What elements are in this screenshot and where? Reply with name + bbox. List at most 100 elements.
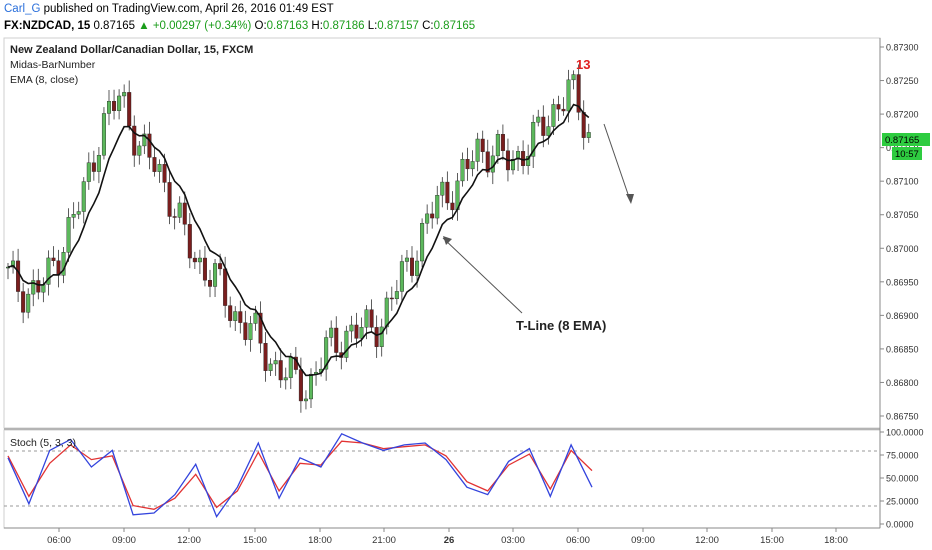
candle-body (283, 377, 288, 381)
candle-body (223, 268, 228, 306)
time-tick-label: 26 (444, 535, 455, 546)
candle-body (177, 202, 182, 218)
candle-body (258, 312, 263, 344)
candle-body (399, 261, 404, 292)
candle-body (213, 263, 218, 287)
stoch-label: Stoch (5, 3, 3) (10, 437, 76, 449)
candle-body (207, 280, 212, 287)
chart-title: New Zealand Dollar/Canadian Dollar, 15, … (10, 44, 253, 56)
countdown-tag (892, 147, 922, 160)
candle-body (16, 260, 21, 292)
time-tick-label: 15:00 (760, 535, 784, 546)
price-tick-label: 0.86800 (886, 378, 919, 388)
candle-body (182, 202, 187, 225)
price-tick-label: 0.87100 (886, 177, 919, 187)
candle-body (420, 223, 425, 262)
candle-body (132, 125, 137, 156)
candle-body (394, 291, 399, 300)
price-tick-label: 0.87300 (886, 43, 919, 53)
candle-body (101, 113, 106, 156)
candle-body (531, 122, 536, 157)
candle-body (187, 224, 192, 259)
time-tick-label: 09:00 (631, 535, 655, 546)
candle-body (26, 293, 31, 313)
candle-body (142, 133, 147, 147)
candle-body (117, 95, 122, 111)
candle-body (480, 138, 485, 152)
symbol-label[interactable]: FX:NZDCAD, 15 (4, 20, 91, 32)
candle-body (516, 151, 521, 160)
candle-body (364, 309, 369, 328)
stoch-tick-label: 100.0000 (886, 428, 924, 438)
last-price-tag-text: 0.87165 (885, 135, 919, 146)
candle-body (278, 360, 283, 381)
candle-body (521, 151, 526, 166)
candle-body (586, 132, 591, 138)
candle-body (96, 155, 101, 172)
candle-body (440, 181, 445, 196)
candle-body (127, 92, 132, 127)
low-value: 0.87157 (377, 20, 419, 32)
time-tick-label: 09:00 (112, 535, 136, 546)
open-label: O: (254, 20, 267, 32)
bar-number-label: 13 (576, 57, 590, 72)
candle-body (460, 159, 465, 182)
candle-body (541, 116, 546, 136)
candle-body (324, 337, 329, 370)
countdown-tag-text: 10:57 (895, 149, 919, 160)
candle-body (21, 291, 26, 313)
time-tick-label: 06:00 (566, 535, 590, 546)
author-link[interactable]: Carl_G (4, 3, 41, 15)
candle-body (36, 280, 41, 293)
projection-arrow-head (626, 194, 634, 204)
candle-body (334, 327, 339, 353)
candle-body (526, 156, 531, 166)
price-tick-label: 0.87050 (886, 210, 919, 220)
price-tick-label: 0.87250 (886, 76, 919, 86)
publish-line: Carl_G published on TradingView.com, Apr… (4, 3, 334, 15)
tline-arrow-head (443, 236, 452, 245)
candle-body (66, 217, 71, 253)
indicator-ema[interactable]: EMA (8, close) (10, 74, 78, 86)
candle-body (162, 164, 167, 183)
candle-body (379, 326, 384, 347)
candle-body (233, 311, 238, 321)
main-plot-frame (3, 37, 881, 429)
candle-body (309, 373, 314, 400)
candle-body (354, 324, 359, 339)
candle-body (253, 312, 258, 324)
tline-arrow-line (442, 237, 523, 314)
candle-body (465, 159, 470, 170)
candle-body (172, 216, 177, 218)
candle-body (415, 260, 420, 276)
candle-body (268, 363, 273, 371)
close-value: 0.87165 (433, 20, 476, 32)
candle-body (500, 134, 505, 151)
candle-body (202, 257, 207, 281)
price-tick-label: 0.86750 (886, 412, 919, 422)
candle-body (384, 297, 389, 328)
candle-body (495, 134, 500, 157)
tline-label: T-Line (8 EMA) (516, 318, 606, 333)
candle-body (511, 159, 516, 171)
candle-body (576, 74, 581, 113)
low-label: L: (367, 20, 378, 32)
candle-body (122, 92, 127, 97)
candle-body (303, 398, 308, 402)
candle-body (81, 181, 86, 212)
candle-body (137, 145, 142, 156)
indicator-barnumber[interactable]: Midas-BarNumber (10, 59, 96, 71)
candle-body (11, 260, 16, 268)
candle-body (546, 126, 551, 136)
candle-body (76, 211, 81, 215)
time-tick-label: 12:00 (177, 535, 201, 546)
candle-body (31, 280, 36, 295)
candle-body (228, 305, 233, 321)
candle-body (218, 263, 223, 270)
candle-body (425, 213, 430, 224)
time-tick-label: 18:00 (824, 535, 848, 546)
chart-header: Carl_G published on TradingView.com, Apr… (0, 0, 932, 36)
candle-body (263, 342, 268, 371)
candle-body (298, 369, 303, 402)
